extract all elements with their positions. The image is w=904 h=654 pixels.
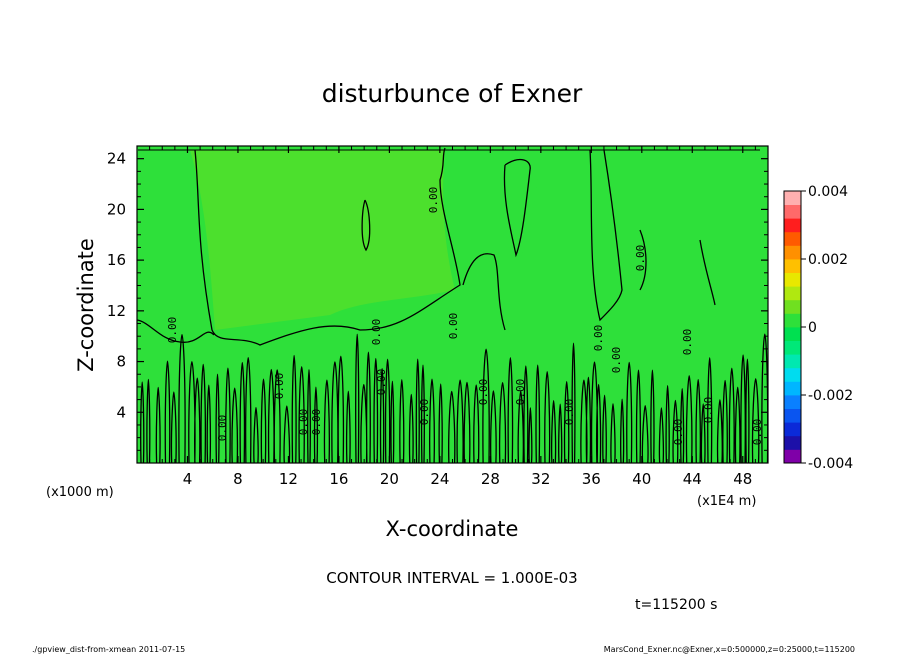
colorbar-tick-label: 0 (808, 320, 817, 336)
colorbar-swatch (784, 218, 801, 233)
contour-lines (137, 147, 768, 463)
field-region (500, 158, 540, 258)
contour-label: 0.00 (375, 369, 388, 396)
contour-label: 0.00 (166, 317, 179, 344)
colorbar-swatch (784, 395, 801, 409)
contour-label: 0.00 (370, 319, 383, 346)
contour-labels: 0.000.000.00 0.000.000.000.000.000.00 0.00… (166, 187, 764, 446)
footer-right: MarsCond_Exner.nc@Exner,x=0:500000,z=0:2… (604, 645, 855, 654)
x-tick-label: 12 (279, 470, 298, 488)
x-axis-label: X-coordinate (386, 517, 519, 541)
x-tick-label: 40 (632, 470, 651, 488)
contour-line (639, 229, 647, 291)
contour-label: 0.00 (751, 419, 764, 446)
time-label: t=115200 s (635, 597, 717, 613)
x-tick-label: 8 (233, 470, 243, 488)
colorbar-swatch (784, 245, 801, 260)
x-tick-label: 32 (531, 470, 550, 488)
x-tick-label: 16 (329, 470, 348, 488)
colorbar: 0.004 0.002 0 -0.002 -0.004 (783, 184, 853, 472)
colorbar-tick-label: -0.004 (808, 456, 853, 472)
plot-area: 0.000.000.00 0.000.000.000.000.000.00 0.00… (137, 146, 768, 463)
y-axis: 4 8 12 16 20 24 (107, 150, 768, 451)
x-tick-label: 4 (183, 470, 193, 488)
contour-label: 0.00 (592, 325, 605, 352)
y-tick-label: 8 (116, 353, 126, 371)
colorbar-tick-label: 0.004 (808, 184, 848, 200)
colorbar-swatch (784, 231, 801, 246)
chart-title: disturbunce of Exner (322, 79, 583, 108)
colorbar-swatch (784, 381, 801, 396)
contour-line (699, 239, 716, 306)
x-axis: 4 8 12 16 20 24 28 32 36 40 44 48 (149, 146, 756, 488)
contour-label: 0.00 (634, 245, 647, 272)
colorbar-swatch (784, 340, 801, 355)
colorbar-tick-label: 0.002 (808, 252, 848, 268)
contour-label: 0.00 (427, 187, 440, 214)
colorbar-swatch (784, 422, 801, 437)
contour-line (140, 333, 768, 463)
x-tick-label: 44 (683, 470, 702, 488)
contour-line (503, 158, 531, 258)
colorbar-swatch (784, 191, 801, 205)
colorbar-swatch (784, 259, 801, 273)
x-tick-label: 20 (380, 470, 399, 488)
contour-label: 0.00 (216, 415, 229, 442)
colorbar-swatch (784, 272, 801, 287)
contour-label: 0.00 (297, 409, 310, 436)
contour-label: 0.00 (672, 419, 685, 446)
colorbar-swatch (784, 204, 801, 219)
colorbar-swatch (784, 408, 801, 423)
contour-label: 0.00 (447, 313, 460, 340)
contour-label: 0.00 (418, 399, 431, 426)
contour-line (462, 253, 506, 331)
contour-line (137, 319, 215, 343)
y-unit-label: (x1000 m) (46, 485, 114, 500)
contour-interval-label: CONTOUR INTERVAL = 1.000E-03 (326, 569, 577, 587)
y-tick-label: 16 (107, 251, 126, 269)
contour-line (589, 149, 623, 322)
contour-label: 0.00 (310, 409, 323, 436)
contour-line (194, 147, 461, 346)
contour-label: 0.00 (514, 379, 527, 406)
colorbar-swatch (784, 299, 801, 314)
contour-label: 0.00 (702, 397, 715, 424)
colorbar-swatch (784, 327, 801, 341)
x-tick-label: 48 (733, 470, 752, 488)
y-tick-label: 24 (107, 150, 126, 168)
colorbar-swatch (784, 313, 801, 328)
x-tick-label: 24 (430, 470, 449, 488)
y-tick-label: 12 (107, 302, 126, 320)
colorbar-tick-label: -0.002 (808, 388, 853, 404)
contour-label: 0.00 (610, 347, 623, 374)
y-tick-label: 20 (107, 200, 126, 218)
x-tick-label: 36 (582, 470, 601, 488)
contour-line (361, 199, 371, 252)
field-light-region (190, 150, 455, 330)
contour-label: 0.00 (273, 373, 286, 400)
field-background (137, 146, 768, 463)
y-axis-label: Z-coordinate (74, 238, 98, 372)
contour-label: 0.00 (563, 399, 576, 426)
colorbar-swatch (784, 354, 801, 369)
colorbar-swatch (784, 449, 801, 464)
x-unit-label: (x1E4 m) (697, 494, 756, 509)
contour-label: 0.00 (681, 329, 694, 356)
colorbar-swatch (784, 286, 801, 301)
footer-left: ./gpview_dist-from-xmean 2011-07-15 (32, 645, 185, 654)
x-tick-label: 28 (481, 470, 500, 488)
y-tick-label: 4 (116, 403, 126, 421)
colorbar-swatch (784, 367, 801, 382)
contour-label: 0.00 (477, 379, 490, 406)
colorbar-swatch (784, 435, 801, 450)
